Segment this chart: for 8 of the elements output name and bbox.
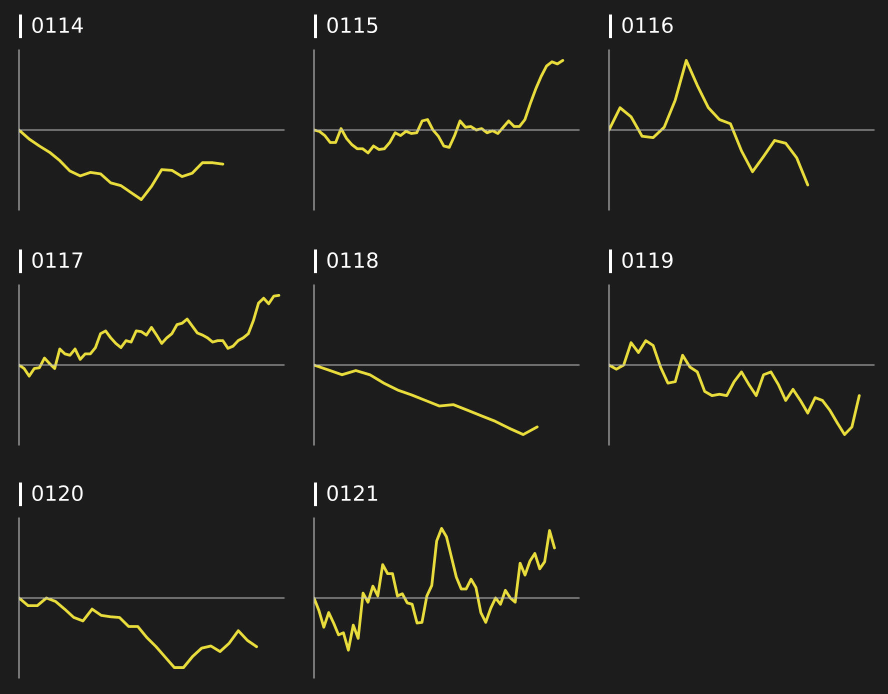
chart-title: 0116 — [622, 17, 673, 34]
chart-title: 0120 — [32, 485, 83, 502]
chart-title: 0119 — [622, 252, 673, 268]
chart-title: 0121 — [327, 485, 378, 502]
chart-title: 0114 — [32, 17, 83, 34]
chart-title: 0118 — [327, 252, 378, 268]
chart-title: 0117 — [32, 252, 82, 268]
chart-title: 0115 — [327, 17, 378, 34]
